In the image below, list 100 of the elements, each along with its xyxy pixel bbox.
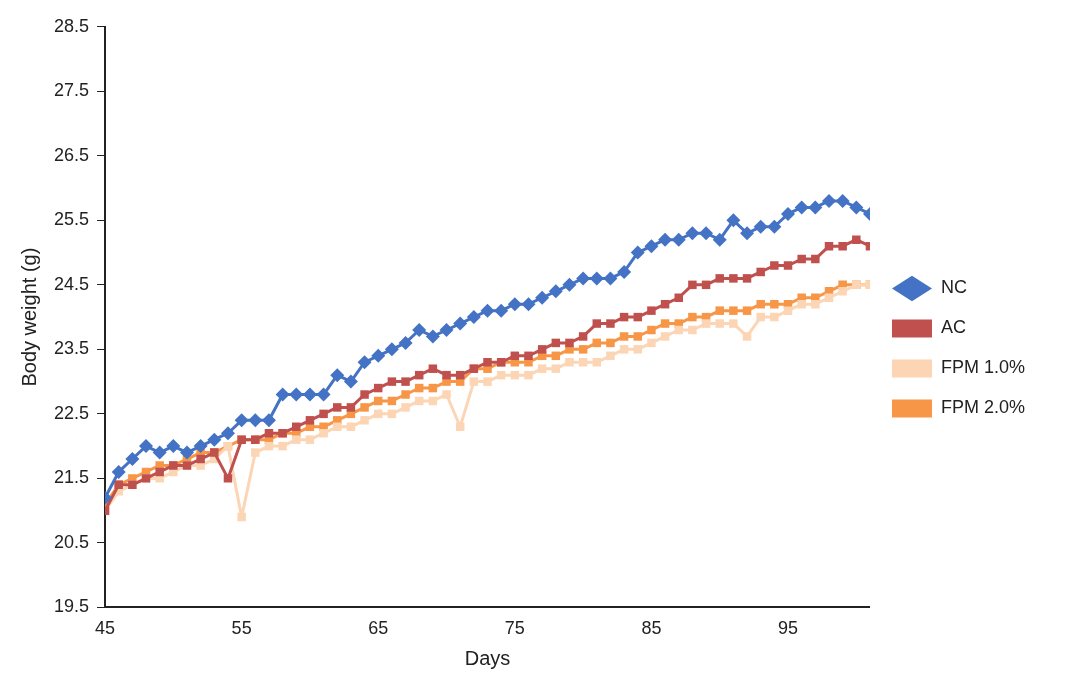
point <box>852 235 861 244</box>
point <box>275 387 290 402</box>
point <box>633 345 642 354</box>
point <box>770 299 779 309</box>
point <box>688 312 697 322</box>
point <box>633 332 642 341</box>
point <box>753 219 768 234</box>
point <box>712 232 727 247</box>
y-tick-label: 27.5 <box>53 80 90 101</box>
point <box>699 226 714 241</box>
point <box>671 232 686 247</box>
point <box>589 271 604 286</box>
x-tick-label: 65 <box>368 618 389 639</box>
point <box>152 445 167 460</box>
point <box>412 323 427 337</box>
y-tick-label: 22.5 <box>53 402 90 423</box>
point <box>756 312 765 322</box>
x-tick-label: 85 <box>641 618 662 639</box>
point <box>248 413 263 428</box>
point <box>319 428 328 438</box>
point <box>193 439 208 454</box>
y-tick-label: 21.5 <box>53 467 90 488</box>
x-tick-label: 95 <box>778 618 799 639</box>
point <box>770 261 779 270</box>
point <box>660 319 670 328</box>
point <box>333 403 342 412</box>
legend-label: NC <box>940 277 967 298</box>
point <box>838 241 847 251</box>
y-tick-label: 28.5 <box>53 15 90 36</box>
y-tick-label: 24.5 <box>53 273 90 294</box>
point <box>360 416 369 425</box>
point <box>674 293 683 302</box>
point <box>346 403 356 412</box>
x-tick-label: 45 <box>95 618 116 639</box>
point <box>783 306 793 315</box>
point <box>360 390 369 399</box>
point <box>742 332 752 341</box>
y-tick-label: 23.5 <box>53 338 90 359</box>
point <box>125 452 140 467</box>
point <box>535 290 550 305</box>
point <box>742 306 752 315</box>
point <box>849 200 864 215</box>
point <box>701 319 711 328</box>
point <box>425 329 440 344</box>
point <box>606 338 615 348</box>
point <box>742 274 752 283</box>
point <box>483 377 492 386</box>
point <box>371 348 386 363</box>
point <box>305 435 315 444</box>
x-axis-title: Days <box>464 646 511 669</box>
point <box>179 445 194 460</box>
point <box>278 441 287 451</box>
y-tick-label: 26.5 <box>53 144 90 165</box>
point <box>767 219 782 234</box>
point <box>822 193 836 208</box>
point <box>551 364 561 373</box>
point <box>494 303 509 318</box>
point <box>537 364 547 373</box>
point <box>606 351 615 361</box>
point <box>384 342 399 357</box>
point <box>578 332 588 341</box>
point <box>357 355 372 370</box>
point <box>578 345 588 354</box>
point <box>797 254 806 264</box>
point <box>603 271 618 286</box>
point <box>715 274 724 283</box>
y-tick-label: 20.5 <box>53 531 90 552</box>
point <box>715 319 724 328</box>
point <box>330 368 345 383</box>
point <box>466 310 481 325</box>
point <box>756 267 765 277</box>
point <box>155 467 164 477</box>
point <box>565 338 574 348</box>
point <box>442 370 451 380</box>
y-tick-label: 19.5 <box>53 596 90 617</box>
point <box>401 403 410 412</box>
point <box>360 403 369 412</box>
point <box>234 413 249 428</box>
point <box>630 245 645 260</box>
point <box>715 306 724 315</box>
point <box>439 323 454 337</box>
point <box>647 325 656 335</box>
point <box>811 299 820 309</box>
point <box>237 512 246 522</box>
point <box>688 280 697 290</box>
point <box>521 297 536 312</box>
legend-label: FPM 2.0% <box>940 397 1026 418</box>
point <box>606 319 615 328</box>
point <box>442 390 451 399</box>
point <box>398 335 413 350</box>
point <box>658 232 673 247</box>
point <box>592 319 602 328</box>
point <box>619 332 629 341</box>
point <box>305 416 315 425</box>
point <box>729 306 738 315</box>
point <box>617 264 632 279</box>
point <box>811 254 820 264</box>
point <box>685 226 700 241</box>
point <box>770 312 779 322</box>
point <box>781 206 796 221</box>
